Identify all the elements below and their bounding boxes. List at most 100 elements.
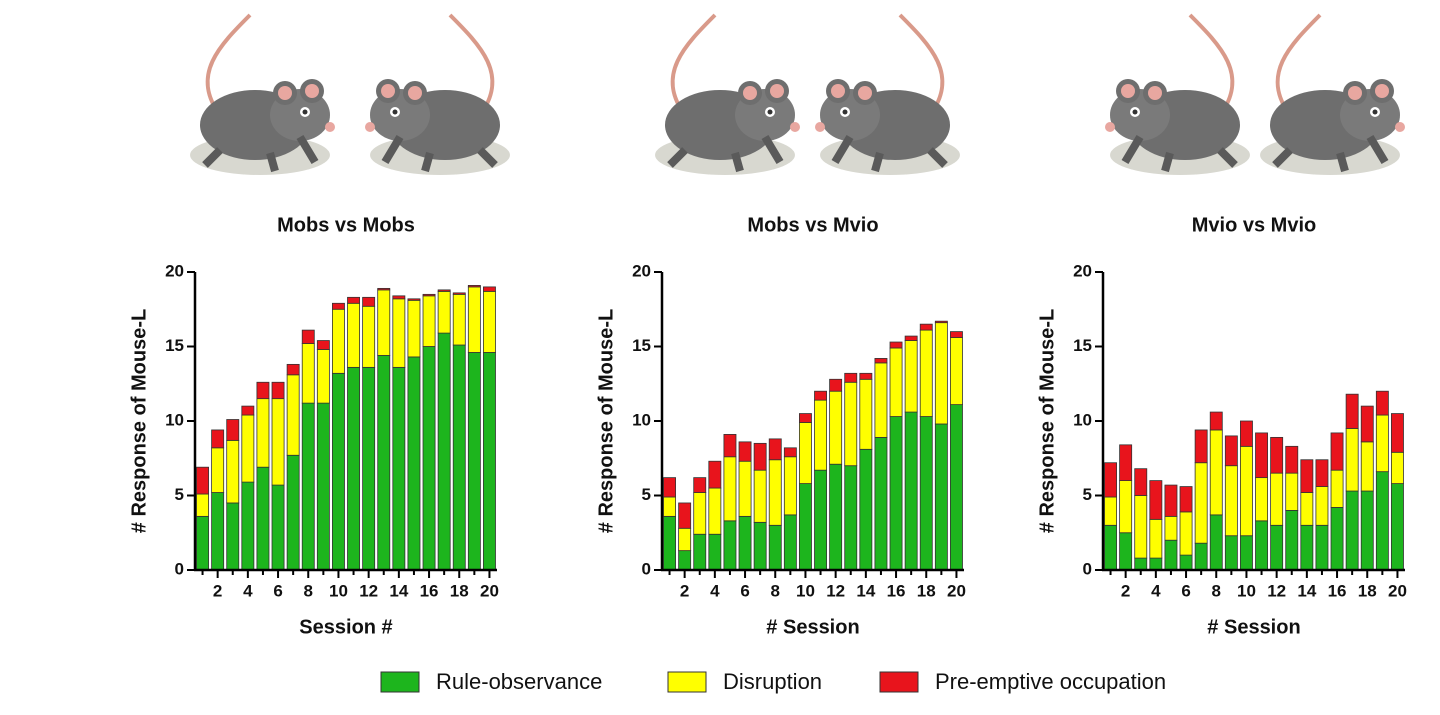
bar-segment bbox=[467, 285, 481, 288]
bar-segment bbox=[1240, 445, 1253, 537]
x-tick-label: 10 bbox=[329, 581, 348, 600]
bar-segment bbox=[1255, 520, 1268, 571]
bar-segment bbox=[1345, 393, 1359, 429]
bar-segment bbox=[1149, 557, 1163, 571]
bar-segment bbox=[1134, 468, 1148, 496]
bar-segment bbox=[422, 293, 436, 297]
bar-segment bbox=[1270, 472, 1284, 526]
x-tick-label: 14 bbox=[1297, 581, 1316, 600]
bar-segment bbox=[256, 466, 270, 571]
chart-title: Mvio vs Mvio bbox=[1192, 214, 1316, 236]
bar-segment bbox=[271, 381, 285, 400]
bar-segment bbox=[347, 302, 360, 368]
bar-segment bbox=[738, 460, 752, 517]
bar-segment bbox=[1270, 524, 1284, 571]
bar-segment bbox=[814, 390, 827, 401]
bar-segment bbox=[919, 416, 933, 571]
bar-segment bbox=[1391, 451, 1404, 484]
bar-segment bbox=[332, 372, 345, 571]
bar-segment bbox=[934, 322, 948, 425]
bar-segment bbox=[874, 436, 888, 571]
y-tick-label: 15 bbox=[632, 336, 651, 355]
bar-segment bbox=[723, 434, 737, 458]
bar-segment bbox=[347, 296, 360, 304]
bar-segment bbox=[1315, 486, 1329, 526]
bar-segment bbox=[1224, 435, 1238, 467]
bar-segment bbox=[1194, 462, 1208, 544]
bar-segment bbox=[437, 289, 451, 292]
bar-segment bbox=[738, 441, 752, 462]
bar-segment bbox=[783, 514, 797, 571]
bar-segment bbox=[1164, 484, 1178, 517]
y-tick-label: 10 bbox=[632, 410, 651, 429]
bar-segment bbox=[377, 289, 391, 356]
x-tick-label: 18 bbox=[917, 581, 936, 600]
bar-segment bbox=[1119, 532, 1133, 571]
bar-segment bbox=[1345, 428, 1359, 492]
bar-segment bbox=[316, 349, 330, 404]
bar-segment bbox=[934, 320, 948, 324]
bar-segment bbox=[407, 298, 421, 301]
bar-segment bbox=[678, 550, 692, 571]
bar-segment bbox=[753, 469, 767, 523]
bar-segment bbox=[377, 287, 391, 291]
bar-segment bbox=[241, 481, 255, 571]
bar-segment bbox=[859, 448, 873, 571]
bar-segment bbox=[783, 447, 797, 458]
bar-segment bbox=[723, 520, 737, 571]
bar-segment bbox=[1300, 524, 1314, 571]
bar-segment bbox=[467, 352, 481, 571]
bar-segment bbox=[799, 422, 812, 484]
bar-segment bbox=[211, 492, 225, 571]
bar-segment bbox=[753, 442, 767, 471]
bar-segment bbox=[271, 398, 285, 486]
legend-swatch bbox=[667, 671, 707, 693]
bar-segment bbox=[1285, 445, 1299, 474]
bar-segment bbox=[1179, 486, 1193, 513]
bar-segment bbox=[226, 439, 240, 504]
bar-segment bbox=[362, 296, 376, 307]
bar-segment bbox=[377, 355, 391, 571]
bar-segment bbox=[783, 456, 797, 516]
bar-segment bbox=[950, 331, 963, 338]
x-tick-label: 8 bbox=[771, 581, 780, 600]
x-tick-label: 6 bbox=[273, 581, 282, 600]
bar-segment bbox=[286, 454, 300, 571]
mice-illustrations bbox=[190, 15, 1405, 175]
bar-segment bbox=[1375, 390, 1389, 416]
bar-segment bbox=[196, 493, 209, 517]
bar-segment bbox=[1104, 462, 1117, 498]
bar-segment bbox=[753, 521, 767, 571]
bar-segment bbox=[1315, 459, 1329, 487]
bar-segment bbox=[904, 340, 918, 413]
bar-segment bbox=[1224, 535, 1238, 571]
bar-segment bbox=[1104, 524, 1117, 571]
bar-segment bbox=[226, 419, 240, 441]
y-tick-label: 5 bbox=[175, 485, 184, 504]
x-axis-label: # Session bbox=[1207, 616, 1300, 638]
bar-segment bbox=[1315, 524, 1329, 571]
bar-segment bbox=[1209, 411, 1223, 431]
bar-segment bbox=[301, 343, 315, 404]
y-tick-label: 20 bbox=[1073, 261, 1092, 280]
bar-segment bbox=[708, 460, 722, 489]
legend-label: Pre-emptive occupation bbox=[935, 669, 1166, 694]
bar-segment bbox=[934, 423, 948, 571]
bar-segment bbox=[1209, 514, 1223, 571]
bar-segment bbox=[1119, 480, 1133, 534]
bar-segment bbox=[362, 305, 376, 368]
y-tick-label: 0 bbox=[1083, 559, 1092, 578]
bar-segment bbox=[829, 463, 843, 571]
bar-segment bbox=[392, 366, 406, 571]
bar-segment bbox=[678, 527, 692, 552]
y-tick-label: 5 bbox=[1083, 485, 1092, 504]
bar-segment bbox=[1360, 490, 1374, 571]
x-tick-label: 8 bbox=[304, 581, 313, 600]
bar-segment bbox=[1391, 413, 1404, 453]
x-tick-label: 20 bbox=[480, 581, 499, 600]
bar-segment bbox=[301, 402, 315, 571]
chart-title: Mobs vs Mvio bbox=[747, 214, 878, 236]
x-tick-label: 16 bbox=[1328, 581, 1347, 600]
bar-segment bbox=[693, 533, 707, 571]
bar-segment bbox=[226, 502, 240, 571]
